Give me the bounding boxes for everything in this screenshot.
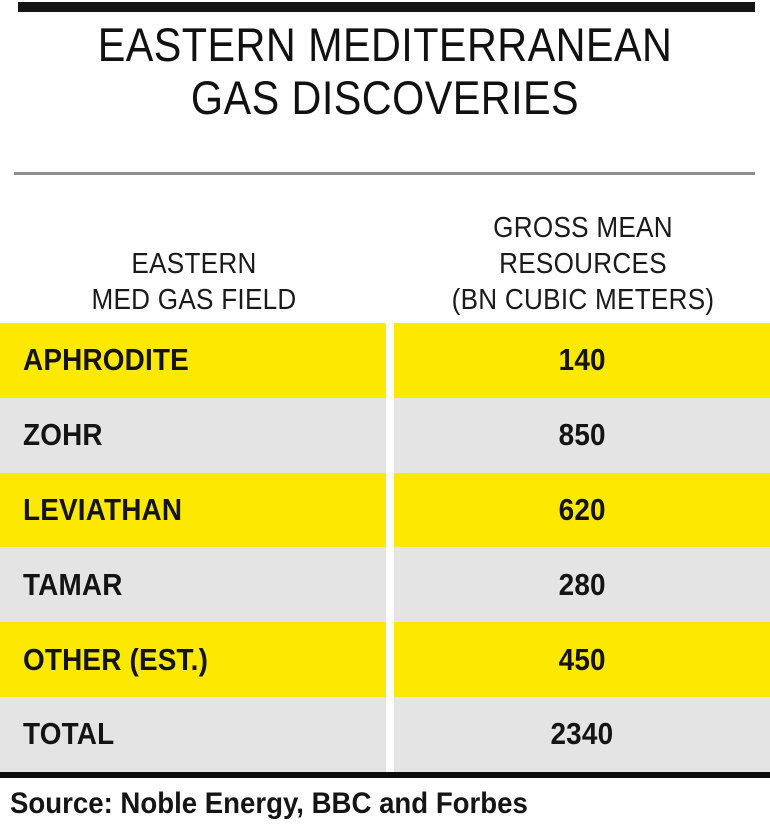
- cell-field-name: TAMAR: [0, 547, 386, 623]
- top-black-bar: [18, 2, 755, 12]
- column-header-field-line-2: MED GAS FIELD: [91, 284, 297, 316]
- table-row: ZOHR 850: [0, 397, 770, 473]
- cell-resource-value-text: 850: [558, 417, 606, 453]
- table-row: OTHER (EST.) 450: [0, 622, 770, 697]
- cell-resource-value-text: 450: [558, 641, 606, 677]
- column-header-field: EASTERN MED GAS FIELD: [0, 246, 388, 318]
- cell-resource-value-text: 2340: [550, 716, 614, 752]
- cell-resource-value-text: 280: [558, 566, 606, 602]
- title-divider-rule: [14, 172, 755, 175]
- column-header-resources-line-3: (BN CUBIC METERS): [451, 284, 715, 316]
- cell-field-name-text: APHRODITE: [23, 342, 189, 378]
- cell-field-name-text: OTHER (EST.): [23, 641, 209, 677]
- page-title: EASTERN MEDITERRANEAN GAS DISCOVERIES: [0, 18, 770, 124]
- column-headers: EASTERN MED GAS FIELD GROSS MEAN RESOURC…: [0, 186, 770, 322]
- table-row: APHRODITE 140: [0, 323, 770, 398]
- title-line-2: GAS DISCOVERIES: [190, 71, 580, 124]
- cell-field-name: OTHER (EST.): [0, 622, 386, 697]
- table-row: TAMAR 280: [0, 547, 770, 623]
- cell-field-name: LEVIATHAN: [0, 472, 386, 548]
- column-header-resources: GROSS MEAN RESOURCES (BN CUBIC METERS): [396, 210, 770, 318]
- source-divider-rule: [0, 772, 770, 778]
- table-row: TOTAL 2340: [0, 696, 770, 772]
- column-header-resources-line-2: RESOURCES: [499, 248, 667, 280]
- cell-resource-value: 2340: [394, 696, 770, 772]
- table-row: LEVIATHAN 620: [0, 472, 770, 548]
- cell-field-name-text: TAMAR: [23, 566, 123, 602]
- cell-resource-value: 140: [394, 323, 770, 398]
- cell-field-name: APHRODITE: [0, 323, 386, 398]
- cell-field-name: TOTAL: [0, 696, 386, 772]
- column-header-field-line-1: EASTERN: [131, 248, 257, 280]
- cell-resource-value-text: 140: [558, 342, 606, 378]
- cell-resource-value-text: 620: [558, 491, 606, 527]
- cell-resource-value: 850: [394, 397, 770, 473]
- cell-field-name-text: TOTAL: [23, 716, 115, 752]
- cell-resource-value: 450: [394, 622, 770, 697]
- cell-resource-value: 620: [394, 472, 770, 548]
- source-note: Source: Noble Energy, BBC and Forbes: [10, 787, 528, 820]
- column-header-resources-line-1: GROSS MEAN: [493, 212, 673, 244]
- cell-field-name-text: ZOHR: [23, 417, 103, 453]
- cell-field-name: ZOHR: [0, 397, 386, 473]
- title-line-1: EASTERN MEDITERRANEAN: [97, 18, 673, 71]
- cell-field-name-text: LEVIATHAN: [23, 491, 183, 527]
- table-body: APHRODITE 140 ZOHR 850 LEVIATHAN 620 TAMAR 280 O…: [0, 323, 770, 772]
- cell-resource-value: 280: [394, 547, 770, 623]
